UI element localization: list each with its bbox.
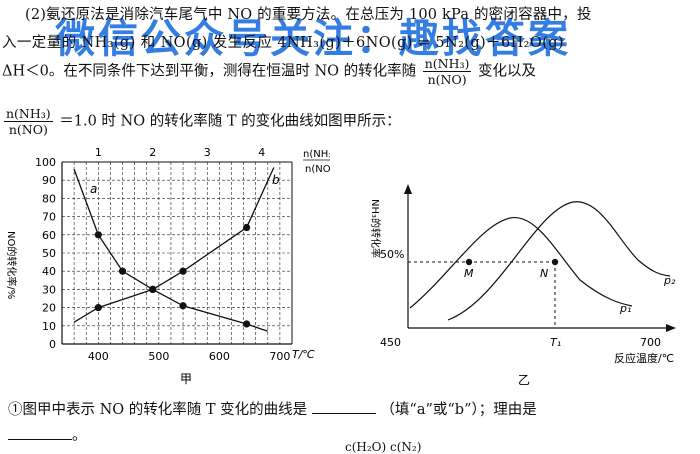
jia-ytick-label: 0 — [49, 338, 56, 351]
problem-line-2: 入一定量的 NH₃(g) 和 NO(g) 发生反应 4NH₃(g)＋6NO(g)… — [2, 35, 564, 51]
jia-ytick-label: 10 — [42, 320, 56, 333]
yi-x-t1: T₁ — [550, 336, 561, 349]
jia-ytick-label: 20 — [42, 302, 56, 315]
jia-ytick-label: 60 — [42, 229, 56, 242]
jia-xtick-label: 700 — [269, 350, 290, 363]
question-suffix: （填“a”或“b”）；理由是 — [380, 402, 537, 418]
jia-xtick-label: 500 — [148, 350, 169, 363]
figure-yi: NH₃的转化率 50% M N 450 T₁ 700 反应温度/℃ p₁ p₂ … — [369, 184, 676, 387]
jia-ytick-label: 90 — [42, 174, 56, 187]
point-m-dot — [465, 258, 473, 266]
problem-line-3: ΔH＜0。在不同条件下达到平衡，测得在恒温时 NO 的转化率随 n(NH₃) n… — [2, 56, 536, 87]
watermark: 微信公众号关注：趣找答案 — [55, 16, 571, 62]
jia-point-b — [243, 223, 251, 232]
yi-curve-p1: p₁ — [619, 302, 631, 315]
jia-top-tick-label: 1 — [95, 146, 102, 159]
jia-ytick-label: 40 — [42, 265, 56, 278]
jia-top-label-num: n(NH₃) — [303, 149, 330, 160]
curve-p1 — [409, 217, 633, 309]
jia-point-b — [149, 285, 157, 293]
jia-xtick-label: 600 — [209, 350, 230, 363]
jia-ticks: 0 10 20 30 40 50 60 70 80 90 100 400 500 600 700 1 2 3 4 — [35, 146, 290, 363]
point-n-dot — [551, 258, 559, 266]
ratio-denominator: n(NO) — [427, 72, 467, 87]
jia-ytick-label: 70 — [42, 211, 56, 224]
figure-jia: 0 10 20 30 40 50 60 70 80 90 100 400 500 600 700 1 2 3 4 N… — [5, 146, 330, 386]
yi-xlabel: 反应温度/℃ — [614, 351, 674, 365]
question-end: 。 — [72, 428, 87, 444]
ratio-fraction-2: n(NH₃) n(NO) — [4, 106, 53, 137]
yi-x-min: 450 — [380, 336, 401, 349]
ratio-numerator-2: n(NH₃) — [4, 106, 53, 122]
jia-point-b — [179, 267, 187, 275]
jia-ytick-label: 30 — [42, 283, 56, 296]
yi-y-mark: 50% — [380, 248, 404, 261]
ratio-fraction: n(NH₃) n(NO) — [422, 56, 472, 87]
jia-ylabel: NO的转化率/% — [5, 231, 18, 299]
curve-p2 — [447, 201, 671, 321]
yi-ylabel: NH₃的转化率 — [369, 199, 382, 258]
answer-blank-2[interactable] — [8, 427, 72, 440]
jia-point-a — [118, 267, 127, 275]
jia-top-tick-label: 2 — [149, 146, 156, 159]
question-line: ①图甲中表示 NO 的转化率随 T 变化的曲线是 （填“a”或“b”）；理由是 — [8, 398, 537, 419]
jia-ytick-label: 50 — [42, 247, 56, 260]
answer-line-2: 。 — [8, 424, 87, 445]
jia-top-label-den: n(NO) — [305, 164, 330, 175]
jia-point-a — [179, 302, 187, 310]
yi-curve-p2: p₂ — [663, 274, 676, 287]
problem-line-1: (2)氨还原法是消除汽车尾气中 NO 的重要方法。在总压为 100 kPa 的密… — [25, 7, 592, 23]
yi-x-max: 700 — [640, 336, 661, 349]
yi-point-n: N — [540, 267, 548, 280]
answer-blank-1[interactable] — [311, 401, 376, 414]
ratio-denominator-2: n(NO) — [8, 122, 48, 137]
jia-xtick-label: 400 — [88, 350, 109, 363]
jia-series-b — [73, 167, 275, 323]
jia-ytick-label: 100 — [35, 156, 56, 169]
question-prefix: ①图甲中表示 NO 的转化率随 T 变化的曲线是 — [8, 402, 308, 418]
line4-suffix: ＝1.0 时 NO 的转化率随 T 的变化曲线如图甲所示： — [59, 113, 401, 130]
jia-series — [73, 167, 275, 332]
jia-axes — [61, 161, 293, 345]
yi-point-m: M — [464, 267, 474, 280]
problem-line-4: n(NH₃) n(NO) ＝1.0 时 NO 的转化率随 T 的变化曲线如图甲所… — [2, 106, 401, 137]
line3-prefix: ΔH＜0。在不同条件下达到平衡，测得在恒温时 NO 的转化率随 — [2, 63, 417, 80]
ratio-numerator: n(NH₃) — [422, 56, 472, 72]
jia-top-tick-label: 4 — [258, 146, 265, 159]
jia-top-tick-label: 3 — [204, 146, 211, 159]
cutoff-line: c(H₂O) c(N₂) — [345, 440, 422, 454]
jia-curve-a-label: a — [90, 182, 97, 196]
yi-caption: 乙 — [518, 373, 530, 387]
jia-caption: 甲 — [180, 372, 192, 386]
jia-curve-b-label: b — [272, 173, 280, 187]
jia-point-b — [94, 304, 102, 312]
jia-point-a — [94, 231, 102, 239]
jia-point-a — [243, 320, 251, 328]
jia-ytick-label: 80 — [42, 192, 56, 205]
line3-suffix: 变化以及 — [478, 63, 537, 80]
jia-xlabel: T/℃ — [292, 348, 315, 361]
